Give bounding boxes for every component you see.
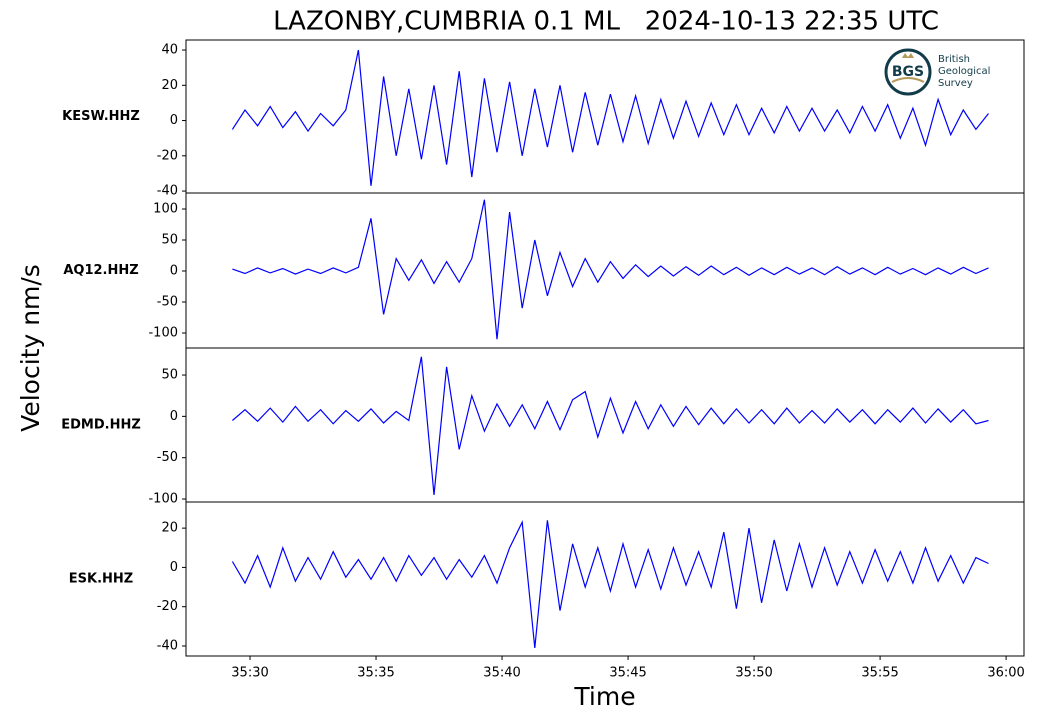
waveform (231, 520, 989, 648)
y-tick-label: -50 (157, 450, 178, 465)
logo-wave (891, 77, 925, 83)
x-tick-label: 35:50 (735, 666, 772, 681)
x-tick-label: 35:35 (357, 666, 394, 681)
y-tick-label: 20 (161, 78, 178, 93)
y-tick-label: -40 (157, 184, 178, 199)
logo-mark: BGS (892, 64, 924, 80)
logo-ring (884, 48, 932, 96)
logo-crown (902, 53, 914, 58)
station-label: ESK.HHZ (69, 572, 133, 587)
waveform (231, 49, 989, 186)
y-tick-label: 40 (161, 43, 178, 58)
panel-frame (185, 347, 1025, 503)
station-label: KESW.HHZ (62, 109, 140, 124)
panel-frame (185, 501, 1025, 657)
logo-text: Survey (938, 78, 973, 89)
y-tick-label: 50 (161, 232, 178, 247)
y-tick-label: 0 (170, 409, 178, 424)
y-tick-label: 50 (161, 368, 178, 383)
station-label: EDMD.HHZ (61, 418, 141, 433)
y-tick-label: -50 (157, 294, 178, 309)
y-tick-label: -20 (157, 599, 178, 614)
x-tick-label: 35:30 (231, 666, 268, 681)
y-tick-label: -100 (148, 492, 178, 507)
x-axis-label: Time (573, 682, 635, 711)
station-label: AQ12.HHZ (63, 263, 138, 278)
x-tick-label: 35:45 (609, 666, 646, 681)
waveform (232, 356, 989, 495)
logo-text: Geological (938, 66, 990, 77)
y-tick-label: -40 (157, 638, 178, 653)
x-tick-label: 35:40 (483, 666, 520, 681)
y-tick-label: -20 (157, 148, 178, 163)
y-tick-label: 0 (170, 113, 178, 128)
y-tick-label: 20 (161, 521, 178, 536)
x-tick-label: 36:00 (987, 666, 1024, 681)
y-tick-label: 0 (170, 263, 178, 278)
chart-title: LAZONBY,CUMBRIA 0.1 ML 2024-10-13 22:35 … (273, 7, 939, 37)
logo: BGS British Geological Survey (884, 48, 990, 96)
waveform (232, 199, 989, 340)
y-tick-label: -100 (148, 325, 178, 340)
y-tick-label: 100 (153, 201, 178, 216)
x-tick-label: 35:55 (861, 666, 898, 681)
y-tick-label: 0 (170, 560, 178, 575)
y-axis-label: Velocity nm/s (16, 264, 45, 432)
logo-text: British (938, 54, 970, 65)
